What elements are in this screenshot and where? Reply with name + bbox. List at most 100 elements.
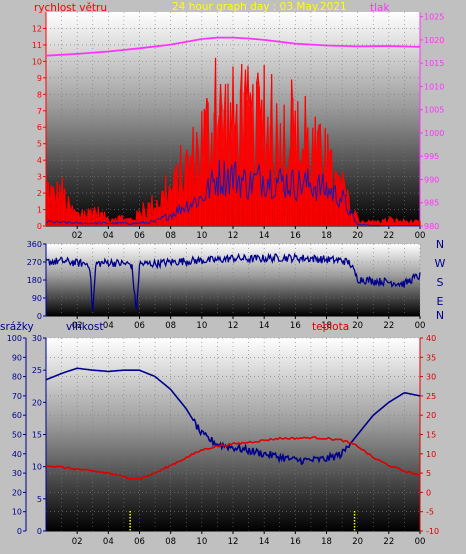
- rain-y-tick-label-20: 20: [12, 488, 22, 497]
- compass-label-2: S: [437, 276, 444, 289]
- hum-y-tick-label-25: 25: [32, 366, 42, 375]
- dir-x-tick-label-04: 04: [103, 321, 114, 331]
- wind-x-tick-label-20: 20: [352, 231, 363, 241]
- wind-line: [45, 57, 421, 226]
- wind-x-tick-label-22: 22: [383, 231, 394, 241]
- dir-x-tick-label-20: 20: [352, 321, 363, 331]
- wind-y-tick-label-11: 11: [32, 41, 42, 50]
- clim-x-tick-label-00: 00: [415, 537, 426, 547]
- wind-series-label: rychlost větru: [34, 2, 107, 14]
- wind-y-tick-label-0: 0: [37, 222, 42, 231]
- clim-x-tick-label-10: 10: [196, 537, 207, 547]
- dir-x-tick-label-08: 08: [165, 321, 176, 331]
- clim-x-tick-label-12: 12: [228, 537, 239, 547]
- rain-y-tick-label-60: 60: [12, 411, 22, 420]
- dir-x-tick-label-02: 02: [72, 321, 83, 331]
- wind-x-tick-label-14: 14: [259, 231, 270, 241]
- rain-y-tick-label-70: 70: [12, 392, 22, 401]
- temp-y-tick-label-5: 5: [426, 469, 431, 478]
- compass-label-1: W: [435, 257, 446, 270]
- wind-x-tick-label-08: 08: [165, 231, 176, 241]
- clim-x-tick-label-08: 08: [165, 537, 176, 547]
- wind-x-tick-label-00: 00: [415, 231, 426, 241]
- pressure-y-tick-label-1000: 1000: [424, 129, 444, 138]
- pressure-y-tick-label-1005: 1005: [424, 106, 444, 115]
- temp-y-tick-label-20: 20: [426, 411, 436, 420]
- dir-x-tick-label-22: 22: [383, 321, 394, 331]
- humidity-line: [45, 367, 421, 466]
- direction-line: [45, 252, 421, 313]
- temperature-line: [45, 436, 421, 481]
- wind-x-tick-label-16: 16: [290, 231, 301, 241]
- wind-y-tick-label-4: 4: [37, 156, 42, 165]
- temp-y-tick-label-0: 0: [426, 488, 431, 497]
- temp-y-tick-label-10: 10: [426, 450, 436, 459]
- series-layer: [45, 36, 421, 531]
- pressure-line: [45, 36, 421, 57]
- compass-label-4: N: [436, 309, 444, 322]
- dir-x-tick-label-12: 12: [228, 321, 239, 331]
- dir-y-tick-label-90: 90: [32, 294, 42, 303]
- wind-x-tick-label-06: 06: [134, 231, 145, 241]
- dir-x-tick-label-18: 18: [321, 321, 332, 331]
- clim-x-tick-label-04: 04: [103, 537, 114, 547]
- rain-series-label: srážky: [0, 321, 34, 333]
- wind-y-tick-label-2: 2: [37, 189, 42, 198]
- pressure-y-tick-label-1020: 1020: [424, 36, 444, 45]
- hum-y-tick-label-0: 0: [37, 527, 42, 536]
- wind-y-tick-label-6: 6: [37, 123, 42, 132]
- dir-y-tick-label-270: 270: [27, 258, 42, 267]
- pressure-y-tick-label-995: 995: [424, 152, 439, 161]
- pressure-y-tick-label-1010: 1010: [424, 82, 444, 91]
- hum-y-tick-label-10: 10: [32, 463, 42, 472]
- wind-x-tick-label-02: 02: [72, 231, 83, 241]
- rain-y-tick-label-100: 100: [7, 334, 22, 343]
- temp-y-tick-label-25: 25: [426, 392, 436, 401]
- rain-y-tick-label-80: 80: [12, 373, 22, 382]
- hum-y-tick-label-15: 15: [32, 431, 42, 440]
- wind-y-tick-label-5: 5: [37, 140, 42, 149]
- dir-x-tick-label-06: 06: [134, 321, 145, 331]
- temp-y-tick-label--10: -10: [426, 527, 439, 536]
- temp-y-tick-label-35: 35: [426, 353, 436, 362]
- pressure-y-tick-label-985: 985: [424, 199, 439, 208]
- pressure-y-tick-label-990: 990: [424, 175, 439, 184]
- pressure-y-tick-label-980: 980: [424, 222, 439, 231]
- wind-y-tick-label-3: 3: [37, 173, 42, 182]
- compass-label-3: E: [437, 295, 444, 308]
- axes-layer: 02 04 06 08 10 12 14 16 18 20 22 000123456789101112…: [7, 12, 446, 547]
- gust-line: [45, 159, 420, 227]
- wind-x-tick-label-12: 12: [228, 231, 239, 241]
- temp-y-tick-label-40: 40: [426, 334, 436, 343]
- wind-y-tick-label-12: 12: [32, 24, 42, 33]
- clim-x-tick-label-20: 20: [352, 537, 363, 547]
- grid-layer: [46, 12, 421, 532]
- clim-x-tick-label-06: 06: [134, 537, 145, 547]
- temp-y-tick-label-15: 15: [426, 431, 436, 440]
- rain-y-tick-label-90: 90: [12, 353, 22, 362]
- clim-x-tick-label-18: 18: [321, 537, 332, 547]
- rain-y-tick-label-10: 10: [12, 508, 22, 517]
- wind-y-tick-label-9: 9: [37, 74, 42, 83]
- pressure-series-label: tlak: [370, 2, 390, 14]
- wind-x-tick-label-04: 04: [103, 231, 114, 241]
- wind-y-tick-label-8: 8: [37, 90, 42, 99]
- wind-x-tick-label-18: 18: [321, 231, 332, 241]
- hum-y-tick-label-5: 5: [37, 495, 42, 504]
- clim-x-tick-label-02: 02: [72, 537, 83, 547]
- rain-y-tick-label-40: 40: [12, 450, 22, 459]
- dir-x-tick-label-10: 10: [196, 321, 207, 331]
- clim-x-tick-label-16: 16: [290, 537, 301, 547]
- wind-y-tick-label-10: 10: [32, 57, 42, 66]
- wind-y-tick-label-1: 1: [37, 206, 42, 215]
- wind-y-tick-label-7: 7: [37, 107, 42, 116]
- dir-x-tick-label-14: 14: [259, 321, 270, 331]
- humidity-series-label: vlhkost: [66, 321, 104, 333]
- rain-y-tick-label-0: 0: [17, 527, 22, 536]
- dir-y-tick-label-360: 360: [27, 240, 42, 249]
- pressure-y-tick-label-1025: 1025: [424, 13, 444, 22]
- dir-y-tick-label-0: 0: [37, 312, 42, 321]
- compass-label-0: N: [436, 238, 444, 251]
- pressure-y-tick-label-1015: 1015: [424, 59, 444, 68]
